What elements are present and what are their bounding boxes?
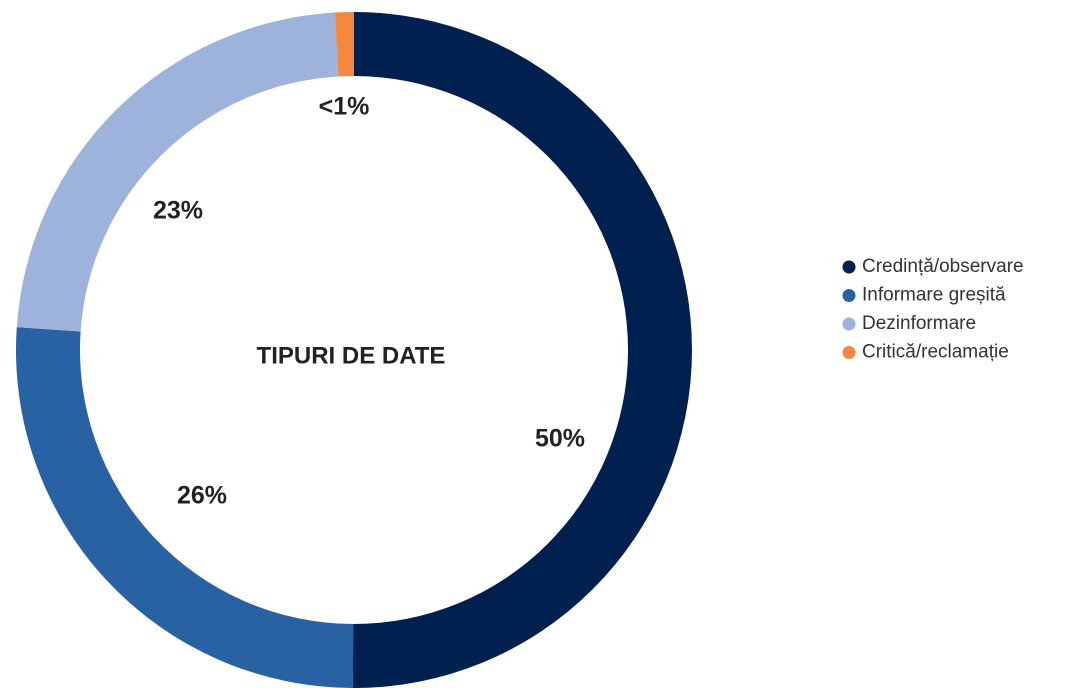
chart-title: TIPURI DE DATE [257, 342, 446, 369]
pie-slice [334, 12, 354, 77]
legend-marker [842, 346, 856, 359]
legend-label: Critică/reclamație [862, 342, 1009, 363]
legend-label: Informare greșită [862, 285, 1006, 306]
data-label: <1% [319, 93, 370, 121]
data-label: 50% [535, 425, 585, 453]
pie-slice [16, 327, 354, 688]
legend-marker [842, 289, 856, 302]
pie-slice [352, 12, 692, 688]
legend-marker [842, 260, 856, 274]
data-label: 26% [177, 482, 227, 510]
legend-label: Dezinformare [862, 313, 976, 334]
data-label: 23% [153, 197, 203, 225]
legend-marker [842, 317, 856, 331]
legend-label: Credință/observare [862, 256, 1024, 277]
pie-slice [16, 12, 339, 332]
